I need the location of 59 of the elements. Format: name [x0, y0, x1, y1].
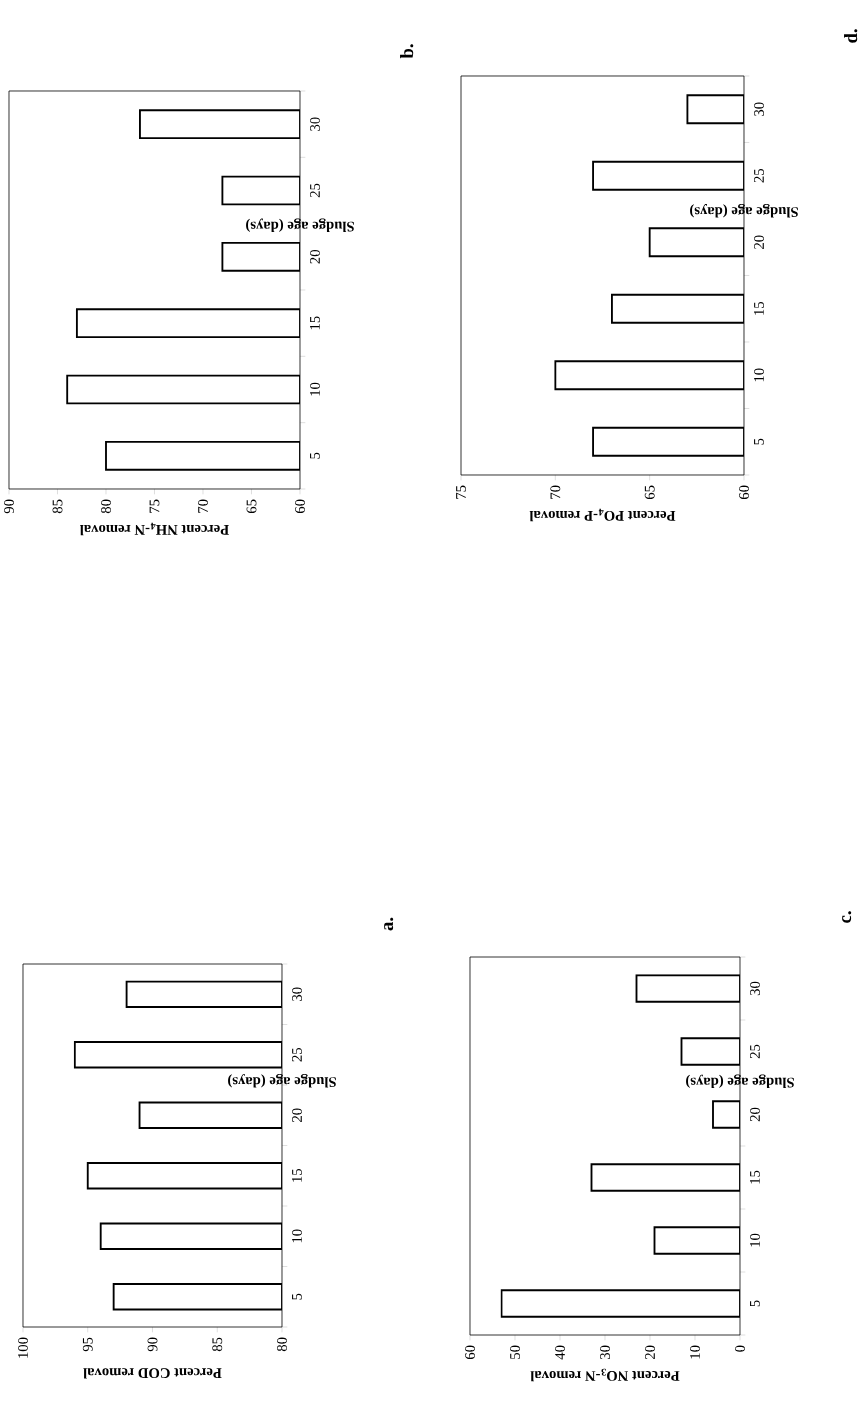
- y-tick-label: 25: [310, 183, 320, 198]
- x-axis-title: Percent COD removal: [83, 1368, 222, 1379]
- y-tick-label: 30: [292, 987, 302, 1001]
- x-tick-label: 50: [510, 1345, 520, 1359]
- y-tick-label: 20: [754, 235, 764, 249]
- y-tick-label: 10: [292, 1229, 302, 1243]
- y-tick-label: 20: [750, 1107, 760, 1122]
- y-axis-title: Sludge age (days): [228, 1074, 336, 1088]
- x-tick-label: 0: [735, 1345, 745, 1352]
- x-tick-label: 70: [198, 499, 208, 513]
- y-axis-title: Sludge age (days): [686, 1074, 794, 1088]
- y-axis-title: Sludge age (days): [690, 204, 798, 218]
- x-tick-label: 20: [645, 1345, 655, 1360]
- x-tick-label: 65: [644, 485, 655, 500]
- y-tick-label: 15: [310, 316, 320, 330]
- y-tick-label: 15: [292, 1169, 302, 1182]
- x-tick-label: 70: [550, 485, 561, 499]
- x-tick-label: 40: [555, 1345, 565, 1360]
- x-tick-label: 85: [212, 1337, 223, 1352]
- y-axis-title: Sludge age (days): [246, 218, 354, 232]
- y-tick-label: 30: [310, 117, 320, 131]
- x-tick-label: 85: [52, 499, 63, 514]
- x-tick-label: 30: [600, 1345, 610, 1359]
- x-tick-label: 90: [4, 499, 14, 514]
- y-tick-label: 20: [292, 1108, 302, 1122]
- x-tick-label: 60: [739, 485, 749, 500]
- x-tick-label: 65: [246, 499, 257, 514]
- x-axis-title: Percent NO$_{3}$-N removal: [530, 1368, 680, 1382]
- y-tick-label: 10: [750, 1233, 760, 1247]
- y-tick-label: 25: [750, 1044, 760, 1059]
- y-tick-label: 5: [310, 452, 320, 459]
- x-tick-label: 80: [277, 1337, 287, 1352]
- y-tick-label: 5: [754, 438, 764, 445]
- text: d.: [844, 29, 858, 43]
- y-tick-label: 25: [754, 168, 764, 183]
- y-tick-label: 10: [754, 368, 764, 382]
- y-tick-label: 30: [754, 102, 764, 116]
- y-tick-label: 10: [310, 382, 320, 396]
- x-tick-label: 90: [147, 1337, 158, 1352]
- y-tick-label: 20: [310, 250, 320, 264]
- y-tick-label: 15: [750, 1170, 760, 1184]
- y-tick-label: 30: [750, 981, 760, 996]
- x-tick-label: 60: [295, 499, 305, 514]
- x-tick-label: 95: [82, 1337, 93, 1352]
- x-tick-label: 75: [149, 499, 160, 513]
- x-tick-label: 75: [456, 485, 466, 499]
- y-tick-label: 5: [292, 1293, 302, 1300]
- y-tick-label: 15: [754, 301, 764, 315]
- x-axis-title: Percent PO$_{4}$-P removal: [529, 508, 676, 522]
- x-tick-label: 100: [18, 1337, 28, 1358]
- y-tick-label: 25: [292, 1048, 302, 1062]
- x-tick-label: 10: [690, 1345, 700, 1359]
- x-tick-label: 60: [465, 1345, 475, 1360]
- text: c.: [842, 911, 852, 923]
- text: b.: [400, 44, 414, 59]
- x-tick-label: 80: [101, 499, 111, 514]
- x-axis-title: Percent NH$_{4}$-N removal: [80, 522, 229, 536]
- text: a.: [384, 917, 394, 931]
- y-tick-label: 5: [750, 1300, 760, 1307]
